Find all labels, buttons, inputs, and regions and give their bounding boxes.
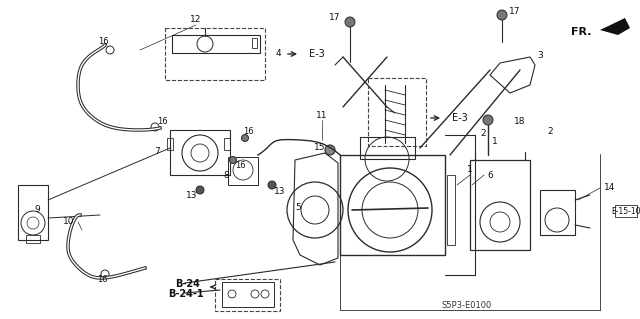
- Text: 2: 2: [480, 129, 486, 137]
- Circle shape: [196, 186, 204, 194]
- Text: 5: 5: [295, 203, 301, 211]
- Text: 17: 17: [509, 8, 521, 17]
- Text: B-24-1: B-24-1: [168, 289, 204, 299]
- Bar: [252, 38, 257, 48]
- Text: 16: 16: [243, 128, 253, 137]
- Text: 3: 3: [537, 50, 543, 60]
- Text: 11: 11: [316, 110, 328, 120]
- Bar: [615, 205, 637, 217]
- Text: 7: 7: [154, 147, 160, 157]
- Text: E-15-10: E-15-10: [611, 206, 640, 216]
- Text: 4: 4: [275, 49, 281, 58]
- Text: 16: 16: [97, 276, 108, 285]
- Text: 12: 12: [190, 16, 202, 25]
- Bar: [167, 138, 173, 150]
- Bar: [360, 137, 415, 159]
- Bar: [222, 282, 274, 307]
- Text: 1: 1: [492, 137, 498, 146]
- Text: S5P3-E0100: S5P3-E0100: [442, 300, 492, 309]
- Text: 16: 16: [157, 117, 167, 127]
- Bar: [165, 28, 265, 80]
- Bar: [26, 235, 40, 243]
- Text: 9: 9: [34, 205, 40, 214]
- Bar: [368, 78, 426, 146]
- Text: 13: 13: [186, 191, 197, 201]
- Text: 17: 17: [329, 13, 340, 23]
- Bar: [540, 190, 575, 235]
- Text: 15: 15: [314, 143, 326, 152]
- Text: B-24: B-24: [175, 279, 200, 289]
- Text: 16: 16: [98, 38, 108, 47]
- Circle shape: [230, 157, 237, 164]
- Circle shape: [268, 181, 276, 189]
- Bar: [172, 35, 260, 53]
- Bar: [340, 155, 445, 255]
- Bar: [228, 157, 258, 185]
- Text: 18: 18: [515, 117, 525, 127]
- Text: 8: 8: [223, 170, 229, 180]
- Text: FR.: FR.: [572, 27, 592, 37]
- Text: E-3: E-3: [452, 113, 468, 123]
- Bar: [18, 185, 48, 240]
- Circle shape: [345, 17, 355, 27]
- Text: 14: 14: [604, 183, 616, 192]
- Bar: [447, 175, 455, 245]
- Circle shape: [497, 10, 507, 20]
- Text: E-3: E-3: [309, 49, 325, 59]
- Text: 13: 13: [275, 188, 285, 197]
- Text: 1: 1: [467, 166, 473, 174]
- Text: 16: 16: [235, 160, 245, 169]
- Text: 2: 2: [547, 128, 553, 137]
- Bar: [215, 279, 280, 311]
- Text: 6: 6: [487, 170, 493, 180]
- Bar: [170, 130, 230, 175]
- Bar: [470, 160, 530, 250]
- Bar: [224, 138, 230, 150]
- Circle shape: [241, 135, 248, 142]
- Circle shape: [483, 115, 493, 125]
- Polygon shape: [600, 18, 630, 35]
- Circle shape: [325, 145, 335, 155]
- Text: 10: 10: [63, 218, 74, 226]
